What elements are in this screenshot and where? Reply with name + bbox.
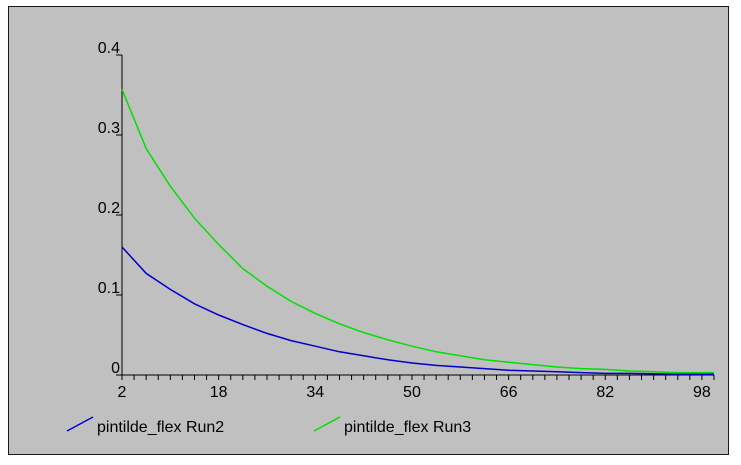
x-tick-label: 82 [596, 384, 614, 401]
chart-frame: 0 0.1 0.2 0.3 0.4 2 18 34 50 66 82 98 pintilde_flex… [8, 6, 729, 455]
x-tick-label: 18 [210, 384, 228, 401]
y-tick-label: 0.3 [98, 120, 120, 137]
legend: pintilde_flex Run2 pintilde_flex Run3 [66, 416, 471, 436]
tick-labels: 0 0.1 0.2 0.3 0.4 2 18 34 50 66 82 98 [98, 40, 711, 401]
series-line-1 [121, 246, 714, 375]
x-tick-label: 50 [403, 384, 421, 401]
line-chart: 0 0.1 0.2 0.3 0.4 2 18 34 50 66 82 98 pintilde_flex… [66, 40, 715, 436]
y-tick-label: 0 [111, 360, 120, 377]
legend-label-1: pintilde_flex Run2 [97, 419, 224, 436]
series-line-2 [121, 89, 714, 374]
x-tick-label: 2 [118, 384, 127, 401]
legend-swatch-2 [313, 416, 341, 432]
legend-label-2: pintilde_flex Run3 [344, 419, 471, 436]
y-tick-label: 0.4 [98, 40, 120, 57]
y-tick-label: 0.2 [98, 200, 120, 217]
series-lines [121, 89, 714, 375]
x-tick-label: 66 [500, 384, 518, 401]
y-tick-label: 0.1 [98, 280, 120, 297]
x-tick-label: 98 [693, 384, 711, 401]
legend-swatch-1 [66, 416, 94, 432]
x-tick-label: 34 [306, 384, 324, 401]
axes [116, 54, 715, 380]
